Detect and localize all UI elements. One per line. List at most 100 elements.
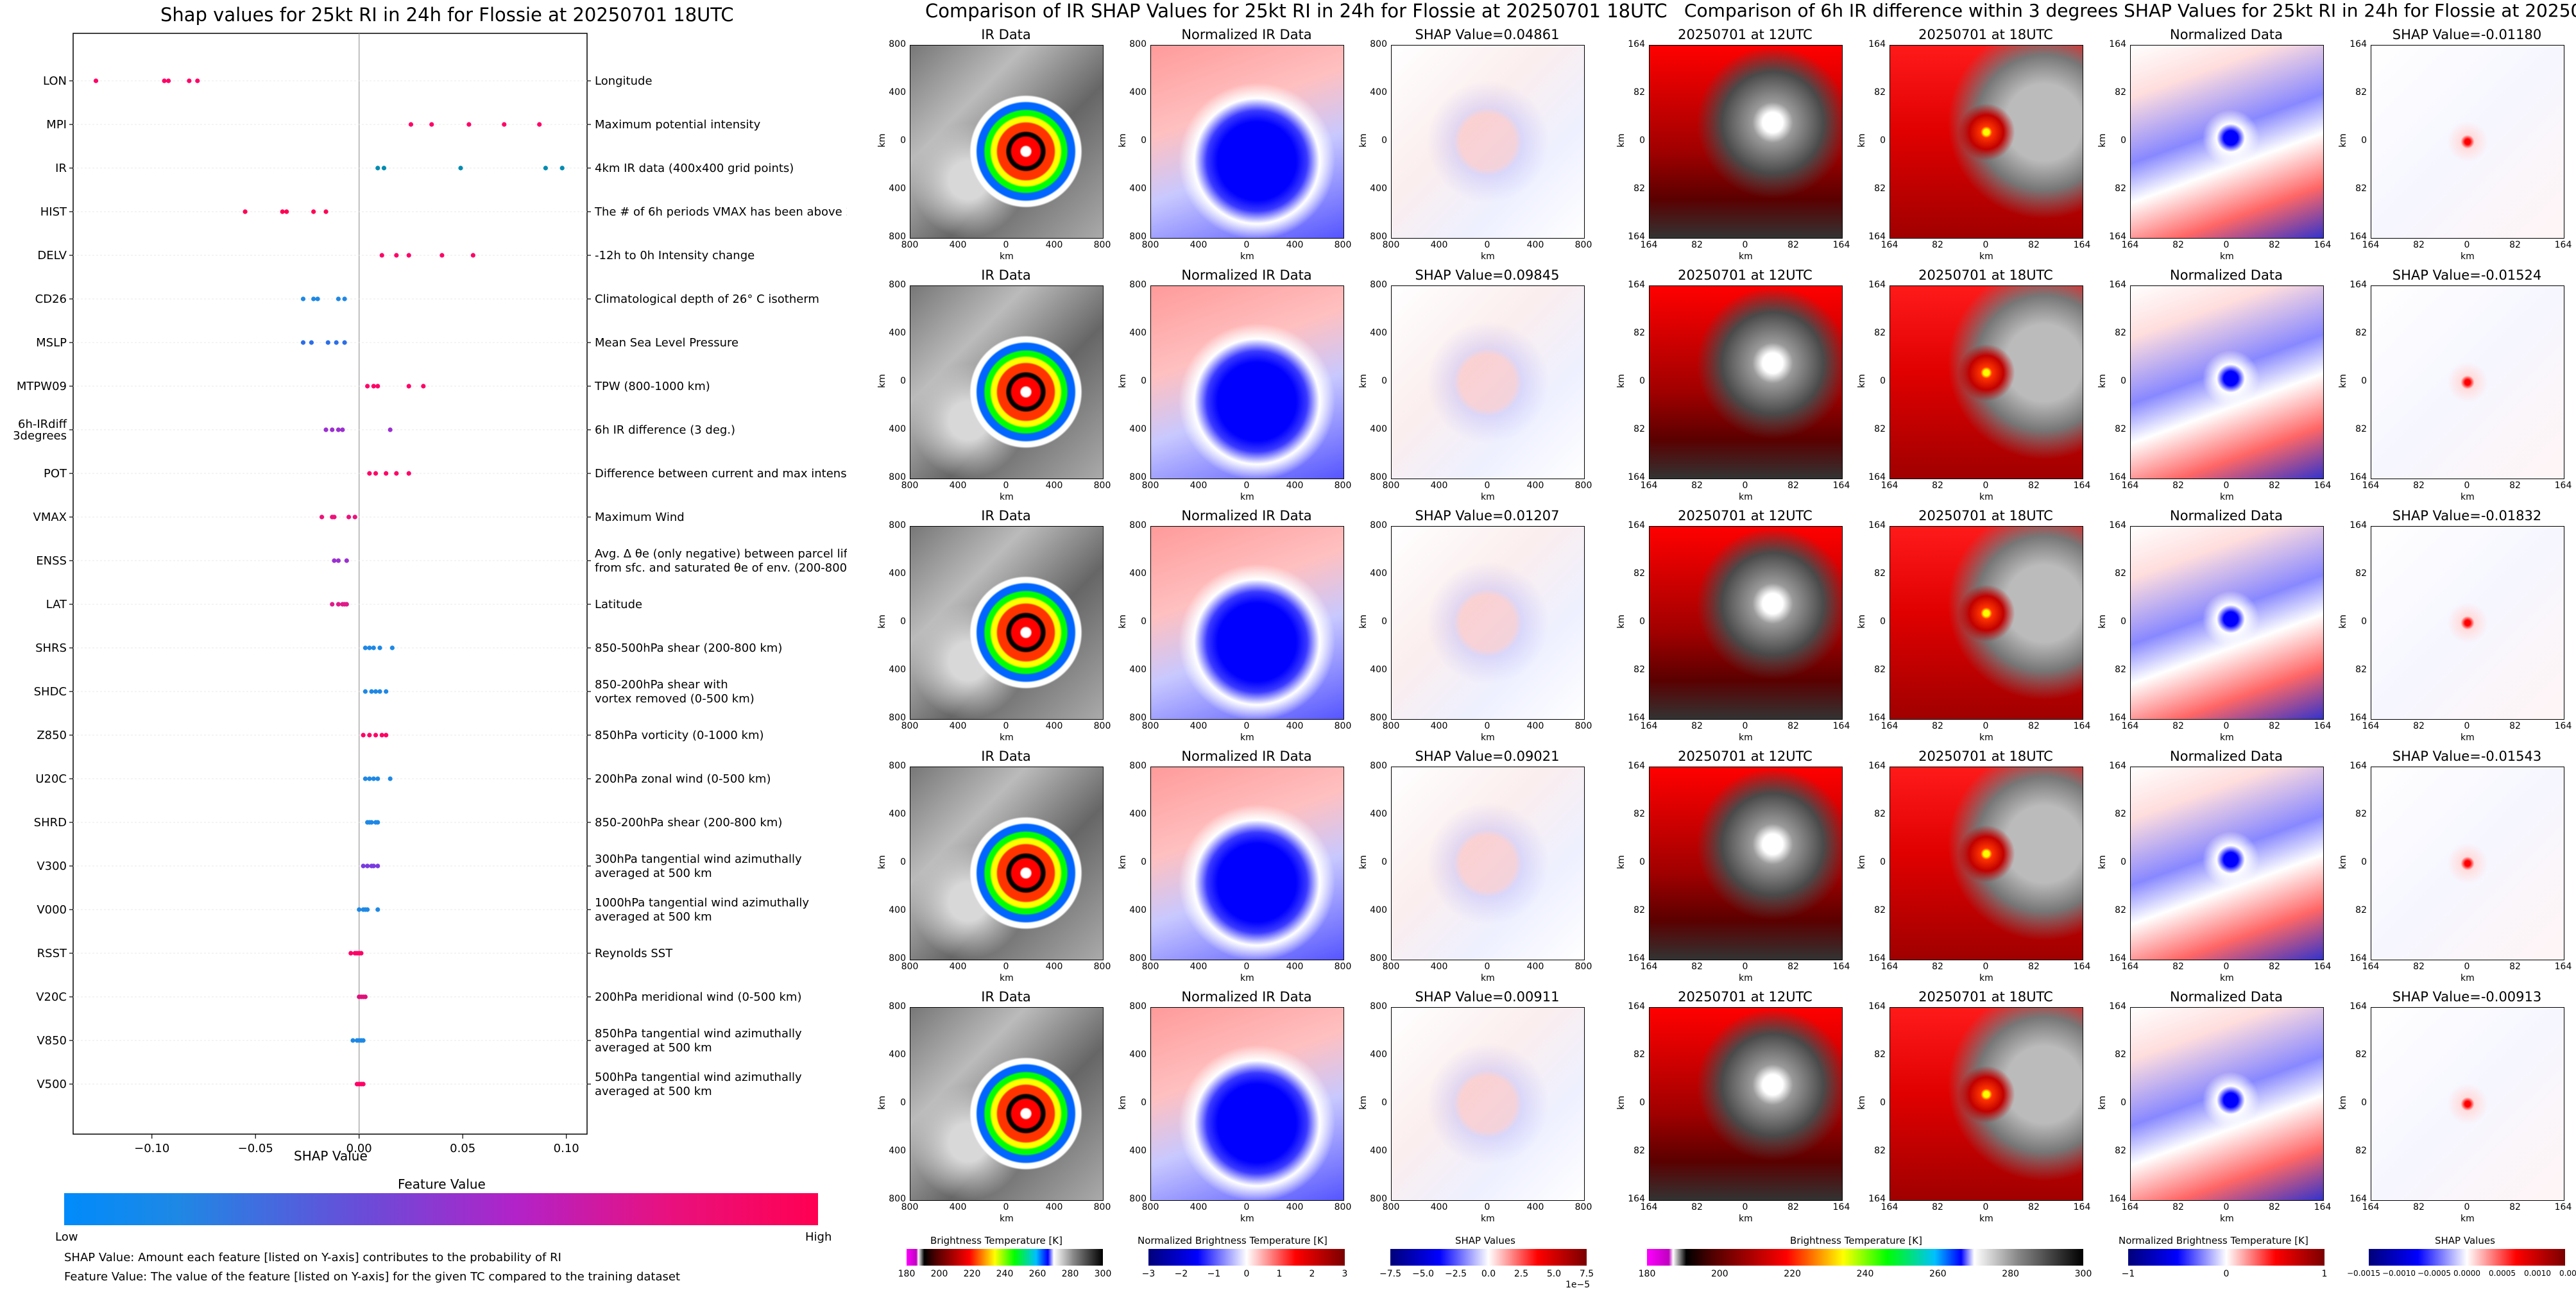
- x-tick-label: 82: [1691, 240, 1703, 250]
- x-tick-label: 800: [1574, 962, 1592, 972]
- x-tick-label: 0: [2464, 962, 2470, 972]
- irdiff-shap-panel-title: SHAP Value=-0.01524: [2392, 267, 2542, 283]
- y-tick-label: 800: [1370, 39, 1387, 49]
- irdiff-shap-panel-title: SHAP Value=-0.01180: [2392, 27, 2542, 42]
- y-axis-unit: km: [876, 374, 887, 388]
- x-tick-label: 800: [1574, 240, 1592, 250]
- x-tick-label: 400: [949, 240, 967, 250]
- x-tick-label: 800: [1574, 1202, 1592, 1212]
- shap-point: [406, 471, 411, 476]
- ir-18utc-panel-row1: [1889, 45, 2083, 239]
- shap-point: [330, 427, 335, 432]
- x-tick-label: 400: [1190, 240, 1207, 250]
- x-tick-label: 82: [2509, 721, 2521, 731]
- x-tick-label: 82: [2172, 721, 2184, 731]
- x-tick-label: 0: [1983, 1202, 1989, 1212]
- y-tick-label: 400: [1370, 1049, 1387, 1060]
- y-axis-unit: km: [2337, 615, 2348, 629]
- feature-description: Climatological depth of 26° C isotherm: [595, 293, 819, 306]
- y-axis-unit: km: [1616, 1096, 1626, 1110]
- normalized-ir-panel-row2: [1150, 285, 1344, 479]
- shap-point: [367, 776, 372, 781]
- ir-12utc-panel-row5: [1649, 1007, 1843, 1201]
- y-tick-label: 800: [1129, 39, 1147, 49]
- y-tick-label: 82: [2355, 568, 2367, 579]
- y-tick-label: 400: [889, 87, 906, 98]
- shap-point: [352, 514, 357, 520]
- colorbar-tick-label: 5.0: [1546, 1269, 1562, 1279]
- feature-description: averaged at 500 km: [595, 1041, 712, 1055]
- shap-point: [361, 733, 366, 738]
- y-tick-label: 164: [2350, 280, 2367, 290]
- right-bt-colorbar: [1647, 1249, 2083, 1266]
- right-bt-colorbar-ticks: 180 200 220 240 260 280 300: [1639, 1269, 2092, 1282]
- colorbar-tick-label: 240: [1856, 1269, 1874, 1279]
- colorbar-tick-label: 2.5: [1514, 1269, 1529, 1279]
- y-tick-label: 164: [2350, 472, 2367, 482]
- y-tick-label: 0: [1141, 135, 1147, 146]
- x-tick-label: 82: [1691, 480, 1703, 491]
- normalized-ir-panel-title: Normalized IR Data: [1181, 749, 1312, 764]
- ir-shap-panel-title: SHAP Value=0.00911: [1415, 989, 1560, 1005]
- x-tick-label: 400: [949, 721, 967, 731]
- y-tick-label: 800: [1370, 953, 1387, 963]
- shap-beeswarm-plot: −0.10 −0.05 0.00 0.05 0.10 LON Longitude MPI Max…: [13, 33, 847, 1155]
- irdiff-shap-panel-row4: [2371, 767, 2564, 960]
- y-tick-label: 0: [1141, 376, 1147, 386]
- colorbar-tick-label: 180: [1638, 1269, 1656, 1279]
- y-tick-label: 800: [889, 472, 906, 482]
- y-axis-unit: km: [1358, 1096, 1369, 1110]
- y-tick-label: 800: [1129, 761, 1147, 771]
- x-axis-unit: km: [1000, 733, 1014, 743]
- y-axis-unit: km: [2097, 133, 2108, 148]
- feature-code-label: V000: [37, 903, 67, 917]
- y-tick-label: 82: [1874, 328, 1886, 338]
- ir-shap-panel-title: SHAP Value=0.09845: [1415, 267, 1560, 283]
- y-tick-label: 800: [889, 1001, 906, 1012]
- colorbar-tick-label: 2: [1309, 1269, 1315, 1279]
- shap-point: [543, 165, 549, 171]
- x-tick-label: 0: [1243, 1202, 1250, 1212]
- x-tick-label: 0: [1484, 240, 1490, 250]
- shap-point: [346, 514, 352, 520]
- x-tick-label: 0: [2223, 1202, 2230, 1212]
- feature-code-label: LAT: [46, 598, 67, 611]
- y-tick-label: 800: [889, 713, 906, 723]
- x-tick-label: 82: [2509, 240, 2521, 250]
- normalized-ir-panel-row4: [1150, 767, 1344, 960]
- x-tick-label: 164: [1832, 480, 1850, 491]
- feature-code-label: DELV: [37, 249, 67, 262]
- x-tick-label: 0: [1484, 962, 1490, 972]
- x-tick-label: 164: [2314, 480, 2332, 491]
- x-tick-label: 164: [2362, 480, 2380, 491]
- shap-point: [363, 645, 368, 650]
- y-tick-label: 82: [1633, 1049, 1645, 1060]
- shap-point: [373, 471, 379, 476]
- feature-code-label: V850: [37, 1034, 67, 1048]
- y-tick-label: 0: [900, 1098, 906, 1108]
- colorbar-tick-label: 300: [1094, 1269, 1112, 1279]
- shap-point: [187, 78, 192, 83]
- x-tick-label: 164: [2073, 1202, 2091, 1212]
- y-tick-label: 82: [1633, 568, 1645, 579]
- feature-description: averaged at 500 km: [595, 910, 712, 924]
- y-tick-label: 0: [2361, 616, 2367, 627]
- shap-point: [336, 602, 341, 607]
- y-tick-label: 82: [2355, 183, 2367, 194]
- colorbar-tick-label: 1: [2321, 1269, 2328, 1279]
- x-tick-label: 164: [2554, 480, 2572, 491]
- x-tick-label: 164: [1881, 962, 1898, 972]
- x-tick-label: 82: [1787, 1202, 1799, 1212]
- right-title: Comparison of 6h IR difference within 3 …: [1684, 0, 2576, 21]
- ir-shap-panel-title: SHAP Value=0.01207: [1415, 508, 1560, 523]
- feature-description: Maximum potential intensity: [595, 118, 761, 132]
- x-tick-label: 800: [1093, 240, 1111, 250]
- x-tick-label: 800: [901, 1202, 919, 1212]
- y-axis-unit: km: [2337, 374, 2348, 388]
- x-tick-label: 0: [1484, 1202, 1490, 1212]
- y-tick-label: 0: [1141, 857, 1147, 867]
- y-tick-label: 800: [1370, 1001, 1387, 1012]
- y-tick-label: 82: [2115, 568, 2126, 579]
- x-axis-unit: km: [1979, 1214, 1993, 1224]
- y-tick-label: 400: [1129, 809, 1147, 819]
